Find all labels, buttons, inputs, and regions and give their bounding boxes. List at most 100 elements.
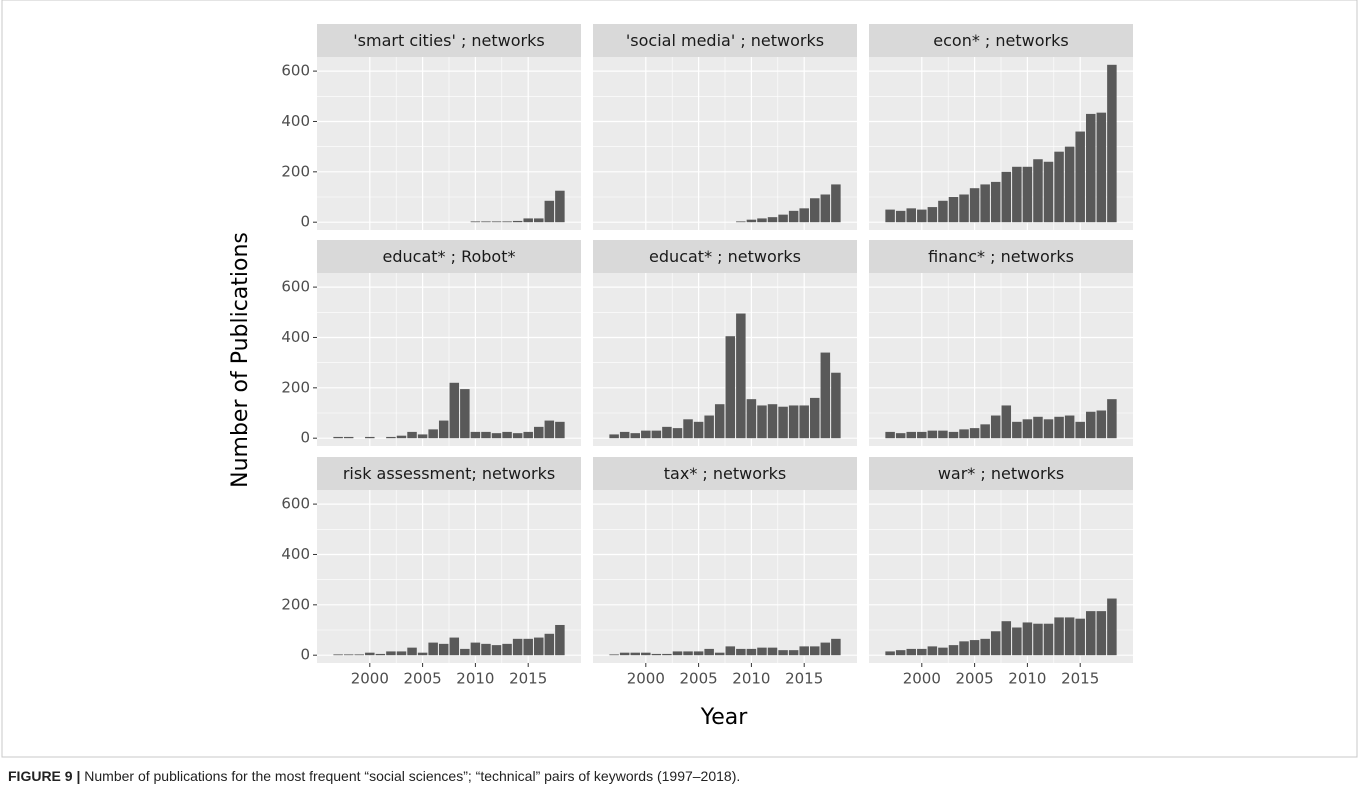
bar	[333, 654, 343, 656]
facet-title: educat* ; Robot*	[383, 247, 516, 266]
bar	[1001, 621, 1012, 656]
bar	[969, 188, 980, 223]
bar	[396, 435, 407, 439]
bar	[820, 194, 831, 223]
bar	[407, 647, 417, 656]
strip	[593, 457, 857, 490]
bar	[778, 650, 788, 656]
x-tick-label: 2010	[732, 670, 770, 688]
bar	[969, 640, 980, 656]
bar	[1001, 405, 1012, 439]
strip	[869, 24, 1133, 57]
bar	[502, 643, 512, 656]
y-tick-label: 200	[281, 378, 310, 396]
bar	[523, 638, 533, 656]
bar	[481, 643, 491, 656]
bar	[906, 648, 916, 656]
bar	[534, 637, 544, 656]
x-tick-label: 2010	[1008, 670, 1046, 688]
frame	[1, 0, 1358, 758]
bar	[799, 405, 809, 439]
bar	[1022, 419, 1033, 439]
bar	[1043, 623, 1054, 656]
bar	[449, 637, 460, 656]
caption: FIGURE 9 | Number of publications for th…	[8, 768, 740, 784]
bar	[927, 430, 938, 439]
bar	[1043, 419, 1054, 439]
bar	[523, 218, 533, 223]
bar	[1054, 151, 1064, 223]
bar	[1075, 421, 1085, 439]
x-tick-label: 2000	[627, 670, 665, 688]
strip	[593, 24, 857, 57]
x-tick-label: 2000	[903, 670, 941, 688]
y-tick-label: 200	[281, 162, 310, 180]
bar	[641, 652, 651, 656]
bar	[885, 651, 895, 656]
bar	[906, 431, 916, 439]
bar	[343, 436, 354, 439]
bar	[788, 405, 799, 439]
bar	[609, 654, 619, 656]
bar	[767, 217, 778, 223]
bar	[1012, 627, 1022, 656]
bar	[938, 200, 948, 223]
bar	[417, 652, 428, 656]
bar	[438, 420, 449, 439]
bar	[354, 654, 364, 656]
x-tick-label: 2015	[785, 670, 823, 688]
bar	[609, 434, 619, 439]
bar	[948, 645, 959, 656]
bar	[512, 220, 523, 223]
y-tick-label: 600	[281, 495, 310, 513]
strip	[317, 457, 581, 490]
bar	[820, 352, 831, 439]
bar	[460, 648, 470, 656]
y-tick-label: 600	[281, 278, 310, 296]
y-tick-label: 400	[281, 112, 310, 130]
facet-title: econ* ; networks	[933, 31, 1068, 50]
bar	[1064, 617, 1075, 656]
bar	[810, 198, 820, 223]
bar	[885, 431, 895, 439]
bar	[778, 406, 788, 439]
bar	[544, 633, 555, 656]
bar	[757, 218, 767, 223]
bar	[438, 643, 449, 656]
bar	[969, 428, 980, 439]
bar	[428, 429, 438, 439]
x-tick-label: 2005	[404, 670, 442, 688]
bar	[470, 431, 481, 439]
bar	[672, 651, 683, 656]
bar	[1075, 618, 1085, 656]
facet-title: risk assessment; networks	[343, 464, 555, 483]
bar	[948, 431, 959, 439]
facet-title: 'smart cities' ; networks	[353, 31, 544, 50]
bar	[1054, 416, 1064, 439]
bar	[449, 382, 460, 439]
bar	[1096, 611, 1107, 656]
bar	[672, 428, 683, 439]
bar	[831, 184, 841, 223]
bar	[555, 624, 565, 656]
bar	[990, 415, 1001, 439]
x-tick-label: 2010	[456, 670, 494, 688]
bar	[959, 641, 969, 656]
bar	[365, 652, 375, 656]
bar	[1064, 415, 1075, 439]
facet-title: 'social media' ; networks	[626, 31, 824, 50]
bar	[502, 431, 512, 439]
y-tick-label: 200	[281, 595, 310, 613]
bar	[481, 431, 491, 439]
x-tick-label: 2015	[509, 670, 547, 688]
bar	[619, 431, 630, 439]
bar	[343, 654, 354, 656]
bar	[641, 430, 651, 439]
bar	[895, 433, 906, 439]
caption-label: FIGURE 9 |	[8, 768, 81, 784]
bar	[386, 436, 396, 439]
bar	[757, 405, 767, 439]
bar	[1054, 617, 1064, 656]
bar	[895, 210, 906, 223]
